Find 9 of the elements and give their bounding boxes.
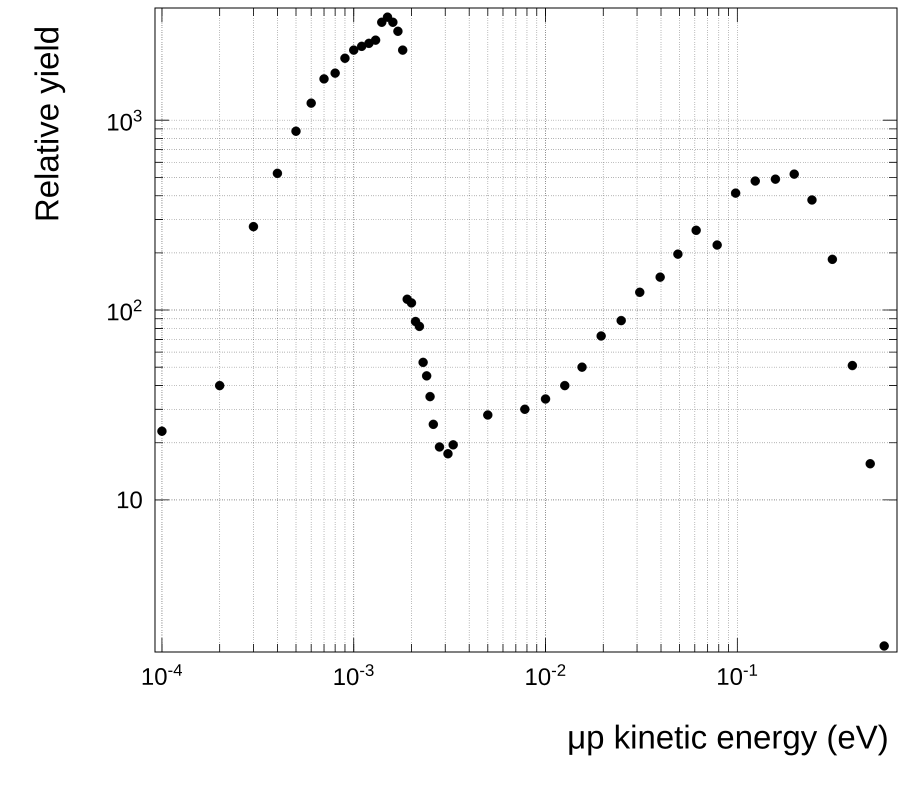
y-tick-label: 10 [118,491,142,508]
x-tick-label: 10$^{-4}$ [142,664,182,686]
y-tick-label: 10$^{3}$ [108,110,142,131]
x-axis-title: μp kinetic energy (eV) [569,724,887,756]
x-tick-label: 10$^{-1}$ [718,664,758,686]
x-tick-label: 10$^{-2}$ [526,664,566,686]
y-axis-title: Relative yield [34,28,66,220]
y-tick-label: 10$^{2}$ [108,300,142,321]
x-tick-label: 10$^{-3}$ [334,664,374,686]
